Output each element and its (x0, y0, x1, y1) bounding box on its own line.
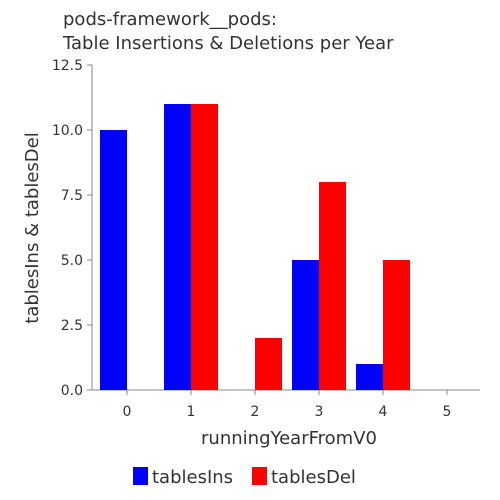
bar-tablesins-1 (164, 104, 191, 390)
y-tick-label: 12.5 (52, 58, 83, 74)
y-axis-title: tablesIns & tablesDel (22, 132, 43, 323)
x-axis-ticks: 0 1 2 3 4 5 (123, 390, 452, 420)
x-tick-label: 4 (379, 404, 388, 420)
legend: tablesIns tablesDel (133, 467, 356, 488)
y-tick-label: 10.0 (52, 123, 83, 139)
plot-area: 0.0 2.5 5.0 7.5 10.0 12.5 0 1 2 3 4 5 (52, 58, 480, 420)
bar-tablesins-4 (356, 364, 383, 390)
bars-group (100, 104, 410, 390)
y-tick-label: 0.0 (61, 383, 83, 399)
y-tick-label: 2.5 (61, 318, 83, 334)
chart-title: pods-framework__pods: Table Insertions &… (62, 9, 394, 54)
y-tick-label: 5.0 (61, 253, 83, 269)
bar-tablesins-0 (100, 130, 127, 390)
bar-tablesdel-3 (319, 182, 346, 390)
x-tick-label: 0 (123, 404, 132, 420)
bar-tablesins-3 (292, 260, 319, 390)
x-tick-label: 1 (187, 404, 196, 420)
legend-label-tablesdel: tablesDel (271, 467, 356, 488)
bar-tablesdel-1 (191, 104, 218, 390)
legend-swatch-tablesdel (252, 467, 267, 485)
y-tick-label: 7.5 (61, 188, 83, 204)
x-axis-title: runningYearFromV0 (201, 428, 377, 449)
chart-title-line-1: pods-framework__pods: (63, 9, 277, 30)
x-tick-label: 3 (315, 404, 324, 420)
legend-label-tablesins: tablesIns (152, 467, 233, 488)
x-tick-label: 2 (251, 404, 260, 420)
bar-tablesdel-2 (255, 338, 282, 390)
y-axis-ticks: 0.0 2.5 5.0 7.5 10.0 12.5 (52, 58, 92, 399)
legend-swatch-tablesins (133, 467, 148, 485)
chart-title-line-2: Table Insertions & Deletions per Year (62, 33, 394, 54)
x-tick-label: 5 (443, 404, 452, 420)
bar-tablesdel-4 (383, 260, 410, 390)
